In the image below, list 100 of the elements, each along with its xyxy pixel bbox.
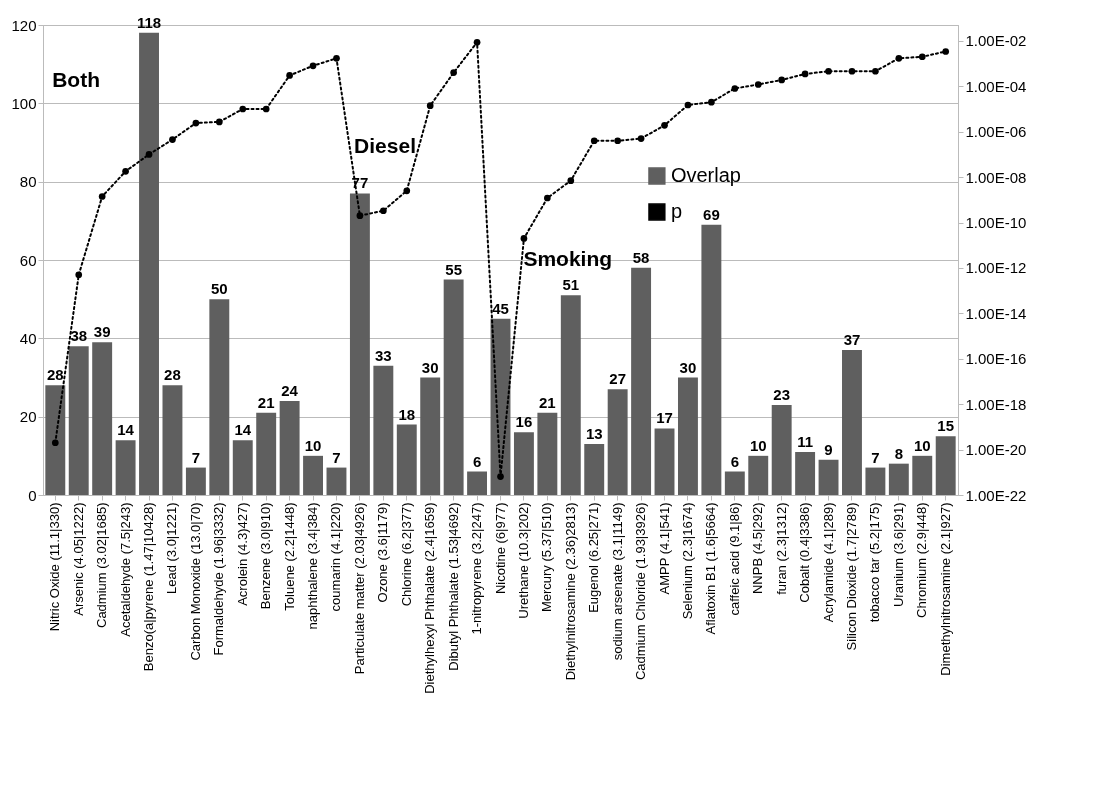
data-label: 7 xyxy=(332,448,341,466)
point xyxy=(848,67,856,75)
data-label: 13 xyxy=(585,425,603,443)
point xyxy=(426,102,434,110)
x-tick-label: Cadmium (3.02|1685) xyxy=(94,502,110,628)
point xyxy=(754,81,762,88)
x-tick-label: caffeic acid (9.1|86) xyxy=(726,502,742,616)
data-label: 10 xyxy=(913,436,931,454)
y2-tick-label: 1.00E-12 xyxy=(965,259,1027,277)
data-label: 69 xyxy=(703,205,720,223)
point xyxy=(801,70,809,78)
data-label: 30 xyxy=(421,358,439,376)
point xyxy=(450,69,457,76)
bar xyxy=(303,455,324,495)
bar xyxy=(92,342,113,495)
point xyxy=(567,177,575,184)
bar xyxy=(701,224,722,495)
y-tick-label: 40 xyxy=(19,329,37,347)
bar xyxy=(420,377,441,495)
point xyxy=(708,98,715,106)
data-label: 118 xyxy=(136,13,162,31)
bar xyxy=(748,455,769,495)
legend-label: p xyxy=(670,200,683,222)
x-tick-label: sodium arsenate (3.1|1149) xyxy=(609,502,625,661)
data-label: 14 xyxy=(234,421,252,439)
data-label: 15 xyxy=(937,417,955,435)
bar xyxy=(349,193,370,495)
y2-tick-label: 1.00E-22 xyxy=(965,486,1027,504)
x-tick-label: coumarin (4.1|220) xyxy=(328,502,344,612)
bar xyxy=(467,471,488,495)
x-tick-label: AMPP (4.1|541) xyxy=(656,502,672,595)
y2-tick-label: 1.00E-06 xyxy=(965,123,1027,141)
bar xyxy=(888,463,909,495)
y-tick-label: 120 xyxy=(11,16,37,34)
x-tick-label: Uranium (3.6|291) xyxy=(890,502,906,608)
point xyxy=(403,187,411,195)
data-label: 9 xyxy=(824,440,833,458)
point xyxy=(192,119,200,127)
data-label: 11 xyxy=(797,432,814,450)
data-label: 6 xyxy=(472,452,482,470)
bar xyxy=(279,401,300,495)
point xyxy=(122,167,129,175)
x-tick-label: Carbon Monoxide (13.0|70) xyxy=(187,502,203,661)
y2-tick-label: 1.00E-08 xyxy=(965,168,1027,186)
x-tick-label: Acrylamide (4.1|289) xyxy=(820,502,836,623)
bar xyxy=(865,467,886,495)
point xyxy=(520,235,528,242)
x-tick-label: Acrolein (4.3)427) xyxy=(234,502,250,606)
data-label: 58 xyxy=(632,248,650,266)
x-tick-label: Mercury (5.37|510) xyxy=(539,502,555,613)
data-label: 7 xyxy=(191,448,201,466)
x-tick-label: Cadmium Chloride (1.93|3926) xyxy=(633,502,649,681)
bar xyxy=(115,440,136,495)
point xyxy=(473,38,481,46)
point xyxy=(778,76,786,84)
point xyxy=(684,101,692,109)
data-label: 51 xyxy=(562,276,580,294)
data-label: 14 xyxy=(117,421,135,439)
bar xyxy=(209,299,230,495)
point xyxy=(590,137,598,145)
data-label: 21 xyxy=(539,393,556,411)
bar xyxy=(537,412,558,495)
x-tick-label: Ozone (3.6|1179) xyxy=(375,502,391,603)
bar xyxy=(912,455,933,495)
x-tick-label: tobacco tar (5.2|175) xyxy=(867,502,883,623)
x-tick-label: Chlorine (6.2|377) xyxy=(398,502,414,607)
point xyxy=(872,67,879,75)
y2-tick-label: 1.00E-04 xyxy=(965,77,1027,95)
bar xyxy=(256,412,277,495)
bar xyxy=(513,432,534,495)
bar xyxy=(771,404,792,495)
point xyxy=(262,105,270,113)
bar xyxy=(326,467,347,495)
bar xyxy=(724,471,745,495)
y-tick-label: 100 xyxy=(11,94,37,112)
data-label: 55 xyxy=(445,260,462,278)
point xyxy=(825,67,832,75)
x-tick-label: Dibutyl Phthalate (1.53|4692) xyxy=(445,502,461,671)
x-tick-label: Silicon Dioxide (1.7|2789) xyxy=(843,502,859,651)
point xyxy=(942,48,950,55)
x-tick-label: naphthalene (3.4|384) xyxy=(305,502,321,630)
bar xyxy=(396,424,417,495)
point xyxy=(75,271,83,279)
point xyxy=(918,53,926,61)
x-tick-label: Benzo(a|pyrene (1.47|10428) xyxy=(141,502,157,672)
y2-tick-label: 1.00E-14 xyxy=(965,304,1027,322)
bar xyxy=(560,295,581,495)
bar xyxy=(68,346,89,495)
y2-tick-label: 1.00E-10 xyxy=(965,214,1027,232)
y2-tick-label: 1.00E-02 xyxy=(965,32,1027,50)
bar xyxy=(935,436,956,495)
x-tick-label: Benzene (3.0|910) xyxy=(258,502,274,610)
point xyxy=(51,439,59,447)
data-label: 27 xyxy=(609,370,626,388)
point xyxy=(731,85,739,92)
annotation: Smoking xyxy=(523,247,613,270)
point xyxy=(98,193,106,200)
point xyxy=(497,473,504,480)
x-tick-label: Diethylnitrosamine (2.36)2813) xyxy=(562,502,578,681)
bar xyxy=(232,440,253,495)
